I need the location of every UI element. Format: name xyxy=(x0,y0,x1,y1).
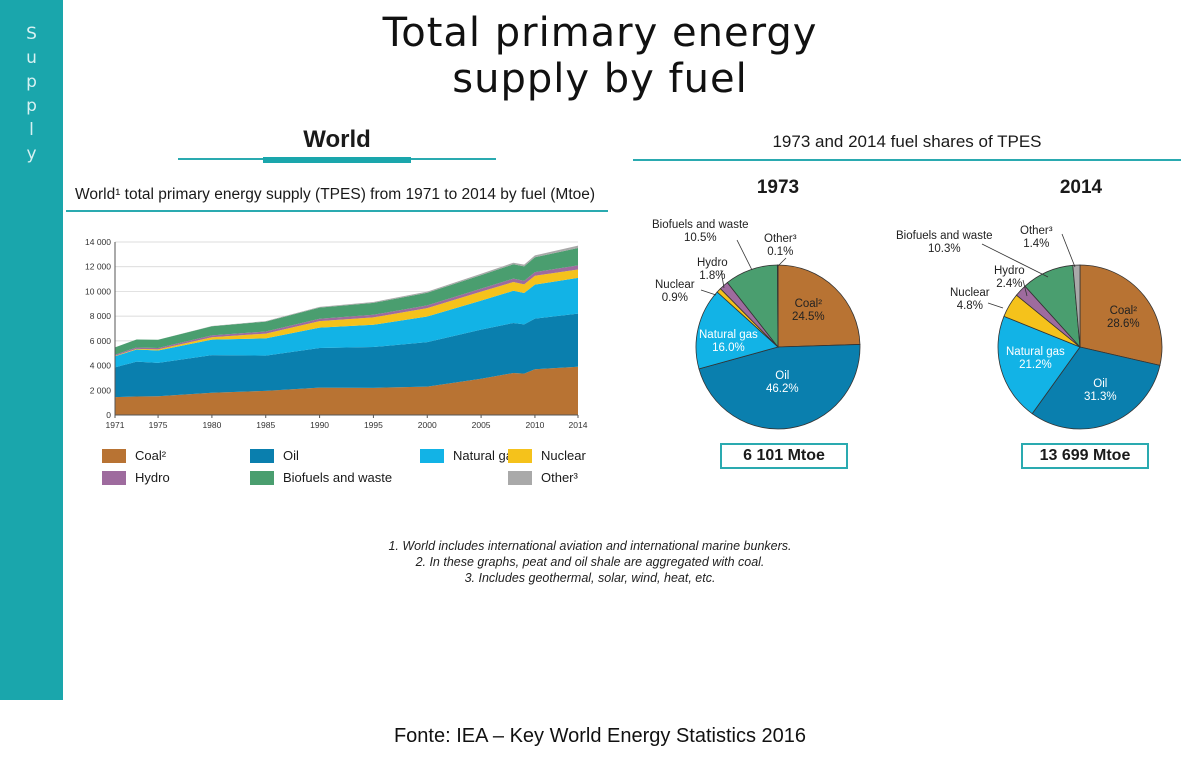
sidebar-letter: p xyxy=(26,96,37,116)
footnote-3: 3. Includes geothermal, solar, wind, hea… xyxy=(464,571,716,585)
legend-swatch xyxy=(420,448,444,463)
pie-1973-year: 1973 xyxy=(756,177,800,198)
legend-swatch xyxy=(102,470,126,485)
area-series-oil xyxy=(115,313,578,398)
area-chart-subtitle: World¹ total primary energy supply (TPES… xyxy=(75,186,596,203)
y-tick-label: 2 000 xyxy=(90,385,112,395)
pie-1973-label-other: Other³ 0.1% xyxy=(764,233,797,258)
x-tick-label: 1995 xyxy=(364,420,383,430)
pie-2014-label-nuclear: Nuclear 4.8% xyxy=(950,287,990,312)
legend-label: Other³ xyxy=(541,470,578,485)
sidebar-letter: u xyxy=(26,48,37,68)
legend-label: Biofuels and waste xyxy=(283,470,393,485)
y-tick-label: 0 xyxy=(106,410,111,420)
legend-swatch xyxy=(102,448,126,463)
x-tick-label: 2005 xyxy=(472,420,491,430)
legend-item-other: Other³ xyxy=(508,470,578,485)
world-heading: World xyxy=(303,126,371,153)
pie-1973-label-hydro: Hydro 1.8% xyxy=(697,257,728,282)
y-tick-label: 6 000 xyxy=(90,336,112,346)
y-tick-label: 8 000 xyxy=(90,311,112,321)
x-tick-label: 1980 xyxy=(202,420,221,430)
legend-item-oil: Oil xyxy=(250,448,299,463)
pie-1973-label-oil: Oil 46.2% xyxy=(766,370,799,395)
shares-heading: 1973 and 2014 fuel shares of TPES xyxy=(772,132,1042,151)
page-title: Total primary energy supply by fuel xyxy=(300,10,900,102)
pie-2014-label-other: Other³ 1.4% xyxy=(1020,225,1053,250)
pie-2014-label-hydro: Hydro 2.4% xyxy=(994,265,1025,290)
y-tick-label: 12 000 xyxy=(85,262,111,272)
legend-item-hydro: Hydro xyxy=(102,470,170,485)
footnote-2: 2. In these graphs, peat and oil shale a… xyxy=(415,555,765,569)
title-line-1: Total primary energy xyxy=(382,10,818,56)
pie-slice-coal xyxy=(1079,264,1163,366)
legend-label: Oil xyxy=(283,448,299,463)
legend-item-coal: Coal² xyxy=(102,448,166,463)
sidebar-letter: y xyxy=(26,144,37,164)
pie-2014-total: 13 699 Mtoe xyxy=(1021,443,1149,469)
pie-slice-oil xyxy=(1031,346,1161,430)
pie-2014-label-biofuels: Biofuels and waste 10.3% xyxy=(896,230,993,255)
x-tick-label: 1985 xyxy=(256,420,275,430)
pie-2014-label-coal: Coal² 28.6% xyxy=(1107,305,1140,330)
shares-heading-rule xyxy=(633,159,1181,161)
pie-slice-coal xyxy=(777,264,861,348)
pie-2014 xyxy=(997,264,1163,430)
pie-1973-label-biofuels: Biofuels and waste 10.5% xyxy=(652,219,749,244)
area-series-biofuels xyxy=(115,247,578,355)
area-series-coal xyxy=(115,366,578,415)
sidebar-letter: S xyxy=(26,24,37,44)
legend-item-nuclear: Nuclear xyxy=(508,448,586,463)
footnote-1: 1. World includes international aviation… xyxy=(388,539,792,553)
legend-item-biofuels: Biofuels and waste xyxy=(250,470,392,485)
pie-1973-label-coal: Coal² 24.5% xyxy=(792,298,825,323)
pie-slice-oil xyxy=(698,344,861,430)
subtitle-rule xyxy=(66,210,608,212)
source-citation: Fonte: IEA – Key World Energy Statistics… xyxy=(393,725,807,747)
pie-1973-total: 6 101 Mtoe xyxy=(720,443,848,469)
legend-label: Coal² xyxy=(135,448,167,463)
sidebar-letter: p xyxy=(26,72,37,92)
legend-swatch xyxy=(508,448,532,463)
pie-2014-label-oil: Oil 31.3% xyxy=(1084,378,1117,403)
y-tick-label: 14 000 xyxy=(85,237,111,247)
legend-item-natural_gas: Natural gas xyxy=(420,448,519,463)
pie-2014-label-natural-gas: Natural gas 21.2% xyxy=(1006,346,1065,371)
sidebar-letter: l xyxy=(29,120,34,140)
footnotes: 1. World includes international aviation… xyxy=(300,538,880,586)
pie-1973-label-natural-gas: Natural gas 16.0% xyxy=(699,329,758,354)
title-line-2: supply by fuel xyxy=(452,56,748,102)
y-tick-label: 10 000 xyxy=(85,286,111,296)
legend-swatch xyxy=(508,470,532,485)
x-tick-label: 2000 xyxy=(418,420,437,430)
pie-2014-year: 2014 xyxy=(1059,177,1103,198)
legend-label: Natural gas xyxy=(453,448,520,463)
world-heading-accent xyxy=(263,157,411,163)
legend-label: Hydro xyxy=(135,470,170,485)
x-tick-label: 1975 xyxy=(149,420,168,430)
x-tick-label: 1971 xyxy=(106,420,125,430)
area-chart: 0 2 000 4 000 6 000 8 000 10 000 12 000 14 000 1… xyxy=(85,237,588,430)
legend-label: Nuclear xyxy=(541,448,586,463)
pie-slice-other xyxy=(777,264,779,348)
pie-slice-natural_gas xyxy=(997,315,1081,415)
y-tick-label: 4 000 xyxy=(90,361,112,371)
legend-swatch xyxy=(250,470,274,485)
x-tick-label: 2010 xyxy=(525,420,544,430)
x-tick-label: 2014 xyxy=(569,420,588,430)
pie-1973-label-nuclear: Nuclear 0.9% xyxy=(655,279,695,304)
area-series-natural_gas xyxy=(115,277,578,368)
x-tick-label: 1990 xyxy=(310,420,329,430)
legend-swatch xyxy=(250,448,274,463)
